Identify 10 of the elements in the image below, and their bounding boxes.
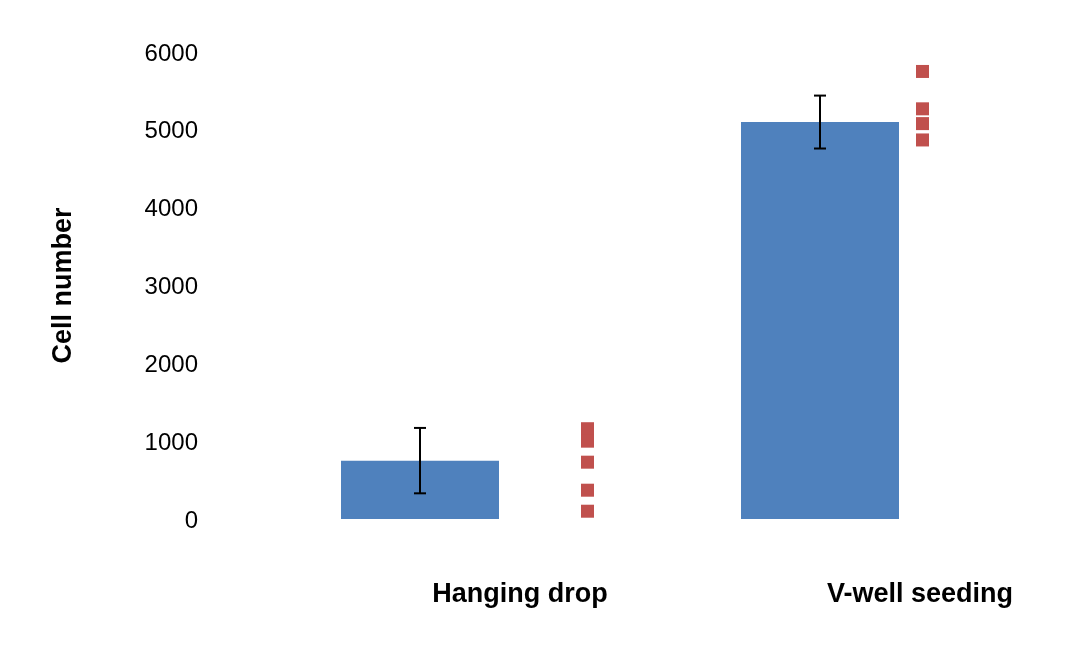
y-tick-label: 6000 (144, 38, 198, 66)
y-axis-title: Cell number (46, 207, 77, 364)
x-tick-label: Hanging drop (432, 577, 608, 608)
y-tick-label: 5000 (144, 116, 198, 144)
y-tick-label: 0 (184, 505, 198, 533)
y-tick-label: 4000 (144, 194, 198, 222)
y-tick-label: 2000 (144, 349, 198, 377)
x-tick-label: V-well seeding (826, 577, 1014, 608)
y-tick-label: 3000 (144, 272, 198, 299)
y-tick-label: 1000 (144, 427, 198, 455)
